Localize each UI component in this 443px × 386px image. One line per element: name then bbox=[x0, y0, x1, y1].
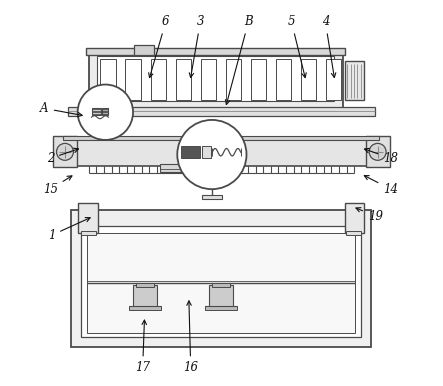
Bar bbox=[226, 59, 241, 100]
Bar bbox=[345, 203, 364, 234]
Bar bbox=[134, 45, 154, 54]
Bar bbox=[201, 59, 216, 100]
Circle shape bbox=[57, 143, 74, 160]
Text: 1: 1 bbox=[48, 218, 90, 242]
Bar bbox=[81, 226, 361, 337]
Bar bbox=[301, 59, 316, 100]
Circle shape bbox=[78, 85, 133, 140]
Circle shape bbox=[369, 143, 386, 160]
Bar bbox=[136, 283, 154, 287]
Bar bbox=[151, 59, 166, 100]
Text: 16: 16 bbox=[183, 301, 198, 374]
Bar bbox=[212, 283, 230, 287]
Bar bbox=[68, 107, 375, 116]
Bar bbox=[202, 195, 222, 199]
Bar bbox=[206, 306, 237, 310]
Text: 2: 2 bbox=[47, 148, 78, 165]
Circle shape bbox=[177, 120, 246, 189]
Bar bbox=[175, 59, 191, 100]
Bar bbox=[276, 59, 291, 100]
Text: 18: 18 bbox=[365, 148, 398, 165]
Text: 19: 19 bbox=[356, 208, 383, 223]
Bar bbox=[133, 285, 157, 308]
Bar bbox=[71, 210, 372, 347]
Bar bbox=[102, 108, 108, 115]
Bar bbox=[63, 137, 379, 166]
Bar bbox=[202, 146, 211, 158]
Text: 14: 14 bbox=[364, 176, 398, 196]
Text: 15: 15 bbox=[43, 176, 72, 196]
Bar bbox=[87, 234, 355, 334]
Bar bbox=[81, 231, 96, 235]
Bar bbox=[181, 146, 200, 158]
Text: 17: 17 bbox=[135, 320, 150, 374]
Bar bbox=[101, 59, 116, 100]
Text: 3: 3 bbox=[189, 15, 204, 78]
Text: 4: 4 bbox=[322, 15, 336, 78]
Bar bbox=[326, 59, 342, 100]
Bar bbox=[86, 47, 345, 54]
Bar bbox=[345, 61, 364, 100]
Bar bbox=[129, 306, 161, 310]
Bar bbox=[92, 108, 101, 115]
Text: 5: 5 bbox=[288, 15, 306, 78]
Bar bbox=[209, 285, 233, 308]
Text: 6: 6 bbox=[149, 15, 170, 78]
Text: B: B bbox=[225, 15, 253, 105]
Bar bbox=[89, 51, 342, 108]
Text: A: A bbox=[40, 102, 82, 117]
Bar bbox=[78, 203, 97, 234]
Bar bbox=[251, 59, 266, 100]
Bar bbox=[63, 136, 379, 140]
Bar bbox=[366, 136, 389, 167]
Bar bbox=[160, 164, 214, 172]
Bar bbox=[346, 231, 361, 235]
Bar bbox=[97, 56, 334, 102]
Bar bbox=[53, 136, 77, 167]
Bar bbox=[125, 59, 141, 100]
